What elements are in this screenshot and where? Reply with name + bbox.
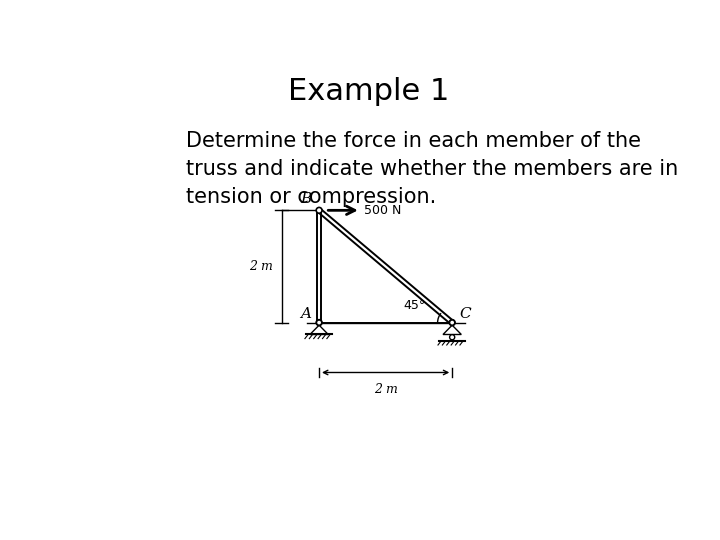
- Text: 500 N: 500 N: [364, 204, 401, 217]
- Circle shape: [449, 320, 455, 325]
- Text: A: A: [300, 307, 311, 321]
- Circle shape: [449, 320, 455, 326]
- Text: Example 1: Example 1: [288, 77, 450, 106]
- Text: 2 m: 2 m: [250, 260, 274, 273]
- Text: Determine the force in each member of the
truss and indicate whether the members: Determine the force in each member of th…: [186, 131, 678, 207]
- Circle shape: [316, 207, 322, 213]
- Text: B: B: [300, 192, 312, 206]
- Circle shape: [449, 335, 455, 340]
- Text: 45°: 45°: [404, 300, 426, 313]
- Circle shape: [317, 320, 322, 325]
- Text: 2 m: 2 m: [374, 383, 397, 396]
- Circle shape: [316, 320, 322, 326]
- Text: C: C: [459, 307, 472, 321]
